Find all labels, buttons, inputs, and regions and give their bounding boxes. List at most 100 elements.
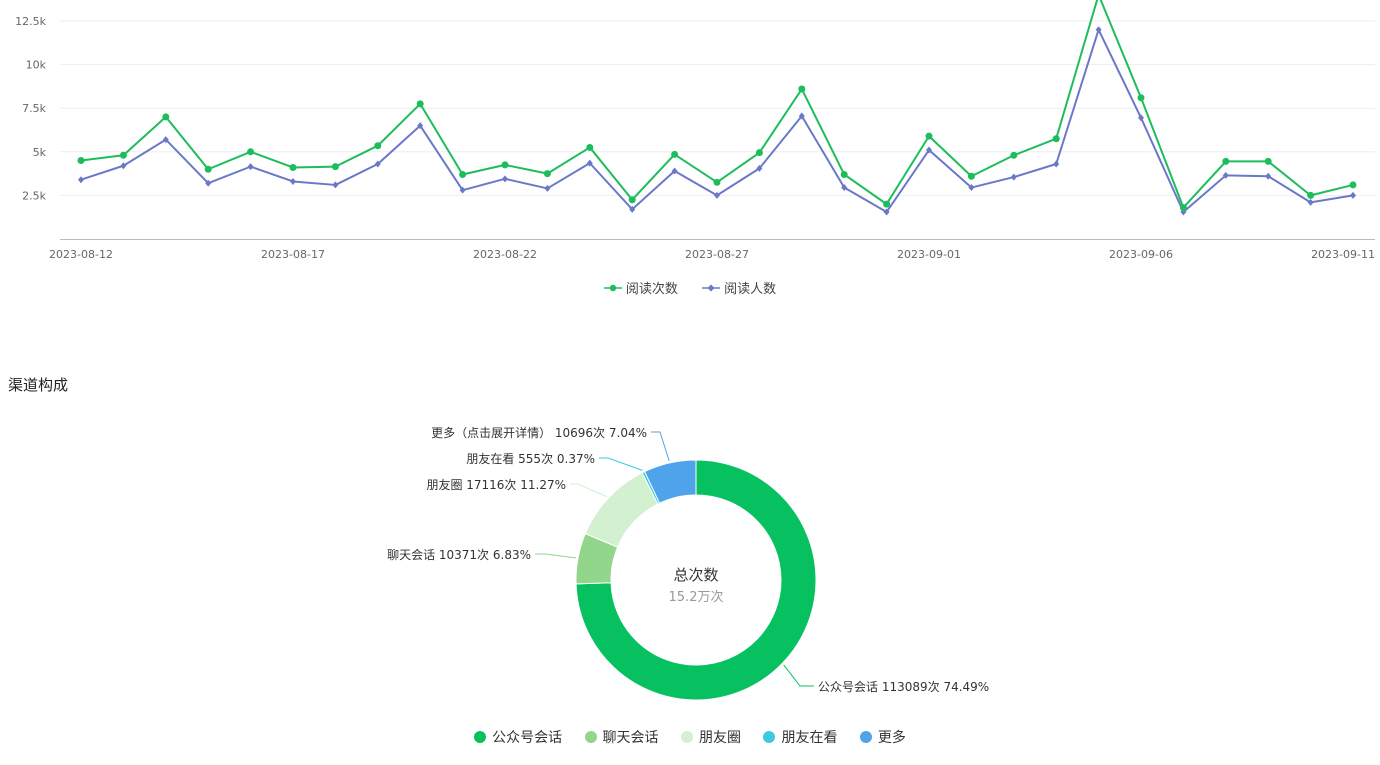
donut-legend: 公众号会话 聊天会话 朋友圈 朋友在看 更多: [0, 727, 1380, 747]
point-read-users[interactable]: [798, 112, 805, 120]
point-read-users[interactable]: [1053, 160, 1060, 168]
slice-label-gzh: 公众号会话 113089次 74.49%: [818, 680, 989, 694]
point-read-count[interactable]: [543, 170, 551, 178]
y-tick-label: 7.5k: [22, 102, 46, 115]
point-read-users[interactable]: [417, 122, 424, 130]
point-read-count[interactable]: [501, 161, 509, 169]
legend-read-users-label: 阅读人数: [724, 282, 777, 297]
point-read-count[interactable]: [883, 200, 891, 208]
point-read-count[interactable]: [628, 196, 636, 204]
y-tick-label: 2.5k: [22, 189, 46, 202]
x-tick-label: 2023-09-01: [897, 248, 961, 261]
legend-item-read-count[interactable]: 阅读次数: [603, 278, 678, 297]
donut-center-title: 总次数: [673, 566, 718, 584]
legend-item-read-users[interactable]: 阅读人数: [702, 278, 776, 297]
point-read-users[interactable]: [671, 167, 678, 175]
point-read-users[interactable]: [247, 163, 254, 171]
point-read-users[interactable]: [1307, 198, 1314, 206]
point-read-count[interactable]: [1010, 151, 1018, 159]
point-read-users[interactable]: [120, 162, 127, 170]
point-read-users[interactable]: [756, 164, 763, 172]
point-read-count[interactable]: [1137, 94, 1145, 102]
point-read-users[interactable]: [502, 175, 508, 183]
point-read-count[interactable]: [755, 149, 763, 157]
point-read-users[interactable]: [841, 184, 848, 192]
point-read-count[interactable]: [1052, 135, 1060, 143]
point-read-count[interactable]: [671, 150, 679, 158]
x-tick-label: 2023-08-27: [685, 248, 749, 261]
point-read-count[interactable]: [119, 151, 127, 159]
legend-dot-moments-icon: [681, 731, 693, 743]
line-legend: 阅读次数 阅读人数: [0, 278, 1380, 297]
slice-leader-line: [570, 483, 608, 498]
point-read-count[interactable]: [713, 178, 721, 186]
point-read-count[interactable]: [416, 100, 424, 108]
point-read-count[interactable]: [374, 142, 382, 150]
point-read-users[interactable]: [1222, 171, 1229, 179]
slice-moments[interactable]: [584, 472, 659, 548]
slice-label-friends-watching: 朋友在看 555次 0.37%: [466, 452, 595, 466]
point-read-users[interactable]: [374, 160, 381, 168]
point-read-users[interactable]: [290, 177, 296, 185]
point-read-count[interactable]: [586, 143, 594, 151]
slice-leader-line: [535, 553, 577, 559]
legend-label-friends-watching: 朋友在看: [781, 730, 838, 746]
point-read-users[interactable]: [586, 159, 593, 167]
point-read-users[interactable]: [1095, 26, 1102, 34]
legend-label-gzh: 公众号会话: [492, 730, 563, 746]
point-read-count[interactable]: [1179, 204, 1187, 212]
legend-item-chat[interactable]: 聊天会话: [584, 727, 659, 747]
x-tick-label: 2023-09-11: [1311, 248, 1375, 261]
point-read-count[interactable]: [162, 113, 170, 121]
point-read-count[interactable]: [840, 170, 848, 178]
slice-label-more[interactable]: 更多（点击展开详情） 10696次 7.04%: [431, 425, 647, 440]
point-read-users[interactable]: [1350, 191, 1356, 199]
slice-more[interactable]: [643, 459, 697, 504]
legend-read-count-icon: [603, 284, 622, 291]
point-read-users[interactable]: [1265, 172, 1272, 180]
legend-dot-chat-icon: [584, 731, 597, 743]
slice-label-chat: 聊天会话 10371次 6.83%: [387, 548, 531, 562]
point-read-users[interactable]: [1138, 114, 1144, 122]
point-read-count[interactable]: [1349, 181, 1357, 189]
slice-label-moments: 朋友圈 17116次 11.27%: [426, 478, 566, 492]
point-read-count[interactable]: [967, 172, 975, 180]
point-read-users[interactable]: [332, 181, 339, 189]
point-read-users[interactable]: [968, 184, 975, 192]
legend-item-moments[interactable]: 朋友圈: [681, 727, 741, 747]
slice-leader-line: [599, 457, 643, 471]
point-read-count[interactable]: [1307, 191, 1315, 199]
point-read-count[interactable]: [1264, 157, 1272, 165]
donut-chart: 总次数 15.2万次 公众号会话 113089次 74.49% 聊天会话 1037…: [387, 425, 989, 701]
point-read-count[interactable]: [247, 148, 255, 156]
point-read-count[interactable]: [77, 157, 85, 165]
point-read-count[interactable]: [925, 132, 933, 140]
x-tick-label: 2023-09-06: [1109, 248, 1173, 261]
point-read-users[interactable]: [926, 146, 932, 154]
point-read-count[interactable]: [289, 163, 297, 171]
legend-item-friends-watching[interactable]: 朋友在看: [763, 727, 837, 747]
legend-dot-friends-watching-icon: [763, 731, 776, 743]
legend-label-moments: 朋友圈: [699, 730, 741, 746]
point-read-users[interactable]: [205, 179, 212, 187]
point-read-users[interactable]: [459, 186, 466, 194]
legend-read-count-label: 阅读次数: [625, 282, 678, 297]
donut-center-value: 15.2万次: [669, 589, 724, 605]
point-read-users[interactable]: [629, 205, 636, 213]
slice-gzh[interactable]: [575, 459, 817, 701]
legend-item-more[interactable]: 更多: [859, 727, 906, 747]
legend-item-gzh[interactable]: 公众号会话: [474, 727, 562, 747]
point-read-count[interactable]: [204, 165, 212, 173]
point-read-users[interactable]: [162, 136, 169, 144]
legend-dot-more-icon: [859, 731, 872, 743]
x-tick-label: 2023-08-12: [49, 248, 113, 261]
point-read-users[interactable]: [1010, 173, 1017, 181]
point-read-count[interactable]: [1222, 157, 1230, 165]
point-read-users[interactable]: [883, 208, 890, 216]
point-read-count[interactable]: [798, 85, 806, 93]
point-read-count[interactable]: [459, 170, 467, 178]
point-read-users[interactable]: [544, 184, 551, 192]
point-read-count[interactable]: [331, 163, 339, 171]
point-read-users[interactable]: [78, 176, 84, 184]
point-read-users[interactable]: [714, 191, 720, 199]
